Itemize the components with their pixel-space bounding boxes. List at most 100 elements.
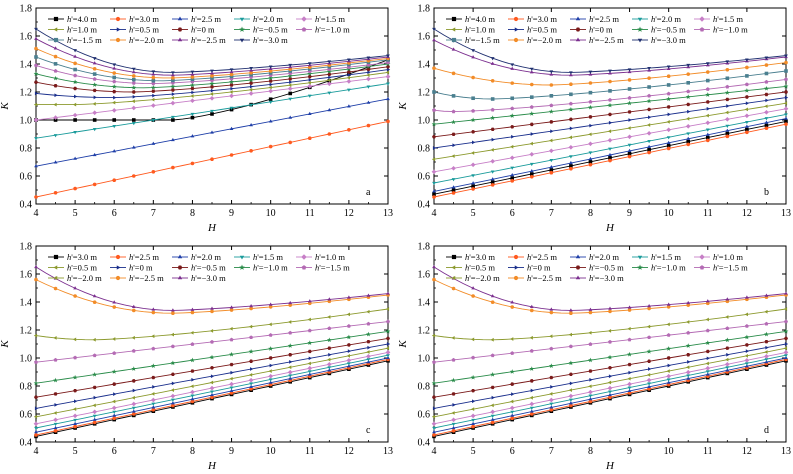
legend-marker (301, 16, 307, 22)
data-point (686, 353, 691, 357)
data-point (366, 67, 371, 72)
legend-marker (177, 27, 183, 32)
data-point (72, 112, 78, 118)
data-point (608, 89, 612, 93)
legend-item: h'=0 m (570, 25, 613, 35)
data-point (229, 308, 234, 312)
data-point (112, 118, 117, 122)
data-point (686, 376, 691, 380)
data-point (326, 361, 332, 367)
legend-label: h'=−3.0 m (651, 35, 686, 45)
data-point (725, 68, 730, 72)
data-point (92, 300, 97, 305)
series-line (34, 82, 390, 141)
data-point (209, 95, 215, 101)
data-point (510, 173, 515, 177)
y-tick-label: 1.0 (418, 354, 431, 365)
data-point (54, 402, 58, 407)
data-point (53, 115, 58, 120)
data-point (151, 170, 156, 174)
data-point (471, 184, 475, 188)
data-point (73, 286, 77, 290)
data-point (92, 82, 98, 87)
x-tick-label: 9 (229, 208, 234, 219)
data-point (705, 62, 710, 66)
data-point (346, 324, 351, 328)
data-point (307, 80, 311, 85)
data-point (549, 120, 554, 124)
data-point (705, 370, 710, 374)
legend-label: h'=0.5 m (465, 263, 495, 273)
data-point (472, 399, 476, 404)
data-point (131, 121, 136, 126)
data-point (588, 151, 593, 155)
legend-item: h'=−1.0 m (694, 25, 748, 35)
data-point (131, 81, 136, 85)
series-line (432, 319, 788, 364)
legend-marker (699, 254, 705, 260)
data-point (451, 119, 456, 125)
legend-marker (451, 37, 457, 43)
data-point (248, 87, 253, 92)
series-line (432, 122, 788, 199)
data-point (288, 365, 292, 370)
y-tick-label: 0.6 (20, 410, 33, 421)
data-point (764, 350, 768, 354)
data-point (510, 382, 515, 386)
data-point (666, 322, 670, 327)
data-point (568, 106, 574, 112)
data-point (268, 378, 273, 382)
data-point (327, 60, 332, 64)
data-point (171, 78, 175, 83)
data-point (34, 277, 38, 282)
data-point (470, 374, 476, 380)
series-line (34, 357, 390, 437)
data-point (288, 320, 292, 324)
data-point (268, 88, 274, 94)
legend-marker (116, 27, 121, 32)
data-point (646, 123, 651, 127)
data-point (170, 96, 174, 100)
series-line (34, 65, 390, 94)
data-point (764, 126, 769, 131)
data-point (608, 158, 612, 163)
data-point (471, 294, 475, 298)
legend-item: h'=0 m (508, 263, 551, 273)
data-point (268, 302, 273, 306)
x-tick-label: 10 (266, 446, 276, 457)
data-point (34, 430, 38, 434)
legend-marker (177, 37, 183, 42)
data-point (550, 385, 554, 389)
data-point (327, 315, 331, 319)
data-point (627, 87, 632, 91)
data-point (569, 126, 574, 131)
y-tick-label: 1.8 (20, 4, 33, 15)
x-tick-label: 6 (112, 446, 117, 457)
data-point (490, 417, 495, 421)
data-point (745, 127, 749, 132)
data-point (170, 88, 175, 92)
data-point (765, 345, 769, 350)
data-point (431, 414, 436, 419)
legend-item: h'=0.5 m (48, 263, 97, 273)
data-point (131, 70, 136, 74)
x-axis-title: H (207, 460, 217, 472)
data-point (705, 349, 710, 354)
data-point (588, 81, 593, 85)
data-point (33, 71, 39, 76)
y-tick-label: 1.6 (418, 270, 431, 281)
legend-item: h'=1.0 m (48, 25, 97, 35)
y-tick-label: 1.0 (20, 354, 33, 365)
data-point (470, 162, 476, 168)
data-point (190, 389, 195, 395)
data-point (490, 409, 496, 415)
data-point (151, 78, 156, 83)
legend-label: h'=1.5 m (315, 14, 345, 24)
data-point (151, 334, 155, 339)
data-point (451, 425, 456, 430)
legend-label: h'=0.5 m (527, 25, 557, 35)
data-point (268, 75, 274, 81)
legend-item: h'=−2.0 m (508, 35, 562, 45)
data-point (705, 128, 710, 132)
data-point (131, 348, 136, 353)
